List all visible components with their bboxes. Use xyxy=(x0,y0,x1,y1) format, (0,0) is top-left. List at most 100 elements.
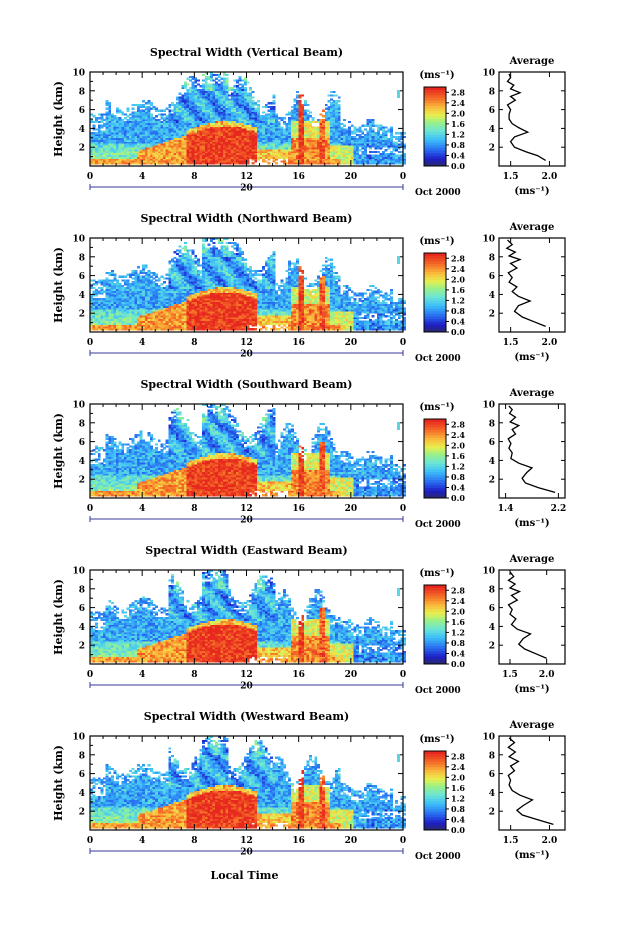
heatmap-cell xyxy=(189,158,193,161)
heatmap-cell xyxy=(269,120,273,124)
colorbar-segment xyxy=(424,102,446,106)
heatmap-cell xyxy=(228,156,232,159)
heatmap-cell xyxy=(296,143,299,146)
heatmap-cell xyxy=(335,162,339,165)
heatmap-cell xyxy=(371,160,375,163)
heatmap-cell xyxy=(113,143,117,146)
average-y-tick-label: 10 xyxy=(482,69,495,79)
heatmap-cell xyxy=(176,137,179,140)
heatmap-cell xyxy=(311,132,315,135)
heatmap-cell xyxy=(142,281,146,284)
heatmap-cell xyxy=(157,294,161,297)
heatmap-cell xyxy=(314,120,318,124)
heatmap-cell xyxy=(131,292,135,295)
heatmap-cell xyxy=(134,113,138,116)
colorbar-segment xyxy=(424,94,446,98)
heatmap-cell xyxy=(173,137,177,140)
heatmap-cell xyxy=(374,147,378,150)
heatmap-cell xyxy=(327,130,331,133)
heatmap-cell xyxy=(363,143,367,146)
heatmap-cell xyxy=(113,130,117,133)
heatmap-cell xyxy=(319,126,323,129)
heatmap-cell xyxy=(163,315,166,318)
heatmap-cell xyxy=(382,162,386,165)
heatmap-cell xyxy=(345,134,349,137)
heatmap-cell xyxy=(118,300,122,303)
heatmap-cell xyxy=(178,281,182,284)
heatmap-cell xyxy=(322,132,326,135)
heatmap-cell xyxy=(157,311,161,314)
heatmap-cell xyxy=(160,309,164,312)
heatmap-cell xyxy=(181,147,185,150)
heatmap-cell xyxy=(97,322,101,325)
heatmap-cell xyxy=(90,313,93,316)
heatmap-cell xyxy=(309,130,313,133)
heatmap-cell xyxy=(157,286,161,290)
heatmap-cell xyxy=(142,315,146,318)
heatmap-cell xyxy=(181,320,185,323)
heatmap-cell xyxy=(103,283,106,286)
heatmap-cell xyxy=(97,286,101,290)
heatmap-cell xyxy=(134,298,138,301)
heatmap-cell xyxy=(243,126,247,129)
heatmap-cell xyxy=(105,271,109,275)
heatmap-cell xyxy=(384,152,388,156)
colorbar-segment xyxy=(424,87,446,91)
heatmap-cell xyxy=(105,283,109,286)
heatmap-cell xyxy=(382,150,386,154)
heatmap-cell xyxy=(186,254,190,258)
heatmap-cell xyxy=(376,150,380,154)
heatmap-cell xyxy=(144,298,148,301)
heatmap-cell xyxy=(147,296,151,299)
heatmap-cell xyxy=(301,113,305,116)
heatmap-cell xyxy=(189,92,193,95)
heatmap-cell xyxy=(194,109,198,112)
heatmap-cell xyxy=(97,145,101,148)
heatmap-cell xyxy=(202,124,206,127)
heatmap-cell xyxy=(332,156,336,159)
heatmap-cell xyxy=(100,137,104,140)
heatmap-cell xyxy=(340,160,344,163)
heatmap-cell xyxy=(168,305,172,308)
heatmap-cell xyxy=(136,279,140,282)
heatmap-cell xyxy=(223,109,226,112)
heatmap-cell xyxy=(113,139,117,142)
heatmap-cell xyxy=(186,102,190,105)
heatmap-cell xyxy=(163,322,166,325)
heatmap-cell xyxy=(97,281,101,284)
heatmap-cell xyxy=(259,130,263,133)
heatmap-cell xyxy=(181,158,185,161)
heatmap-cell xyxy=(217,117,221,120)
heatmap-cell xyxy=(288,147,292,150)
heatmap-cell xyxy=(256,143,260,146)
heatmap-cell xyxy=(126,141,130,144)
heatmap-cell xyxy=(176,122,179,125)
heatmap-cell xyxy=(155,124,159,127)
heatmap-cell xyxy=(236,137,239,140)
heatmap-cell xyxy=(103,162,106,165)
heatmap-cell xyxy=(246,103,250,107)
heatmap-cell xyxy=(129,300,133,303)
heatmap-cell xyxy=(155,322,159,325)
heatmap-cell xyxy=(319,135,323,139)
heatmap-cell xyxy=(285,113,289,116)
heatmap-cell xyxy=(116,147,119,150)
heatmap-cell xyxy=(264,122,268,125)
heatmap-cell xyxy=(340,135,344,139)
heatmap-cell xyxy=(134,135,138,139)
heatmap-cell xyxy=(301,126,305,129)
heatmap-cell xyxy=(233,132,237,135)
heatmap-cell xyxy=(204,122,208,125)
heatmap-cell xyxy=(126,130,130,133)
heatmap-cell xyxy=(400,160,404,163)
heatmap-cell xyxy=(249,100,253,103)
heatmap-cell xyxy=(356,150,359,154)
heatmap-cell xyxy=(238,94,242,97)
heatmap-cell xyxy=(165,162,169,165)
heatmap-cell xyxy=(108,137,112,140)
heatmap-cell xyxy=(361,139,365,142)
heatmap-cell xyxy=(157,316,161,320)
heatmap-cell xyxy=(131,318,135,322)
heatmap-cell xyxy=(306,103,310,107)
heatmap-cell xyxy=(329,117,333,120)
